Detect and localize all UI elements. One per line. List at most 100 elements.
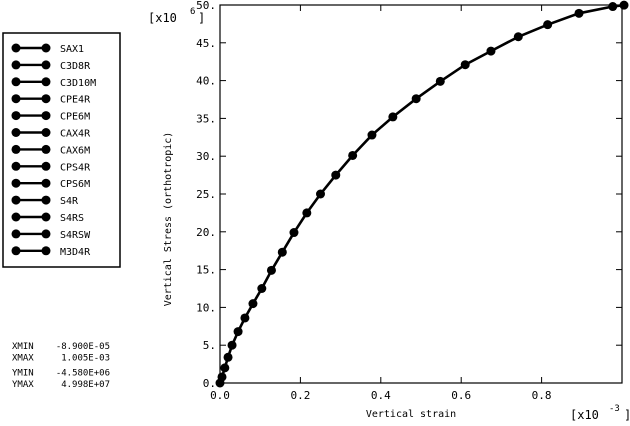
legend-item: S4R bbox=[11, 195, 79, 207]
data-point bbox=[460, 60, 470, 70]
legend-label: S4RSW bbox=[60, 230, 91, 241]
x-axis-title: Vertical strain bbox=[366, 409, 456, 420]
legend-marker bbox=[11, 212, 21, 222]
legend-marker bbox=[11, 128, 21, 137]
legend-marker bbox=[11, 60, 21, 70]
legend-marker bbox=[41, 212, 51, 222]
plot-area-frame bbox=[219, 4, 623, 384]
legend-label: CAX4R bbox=[60, 129, 91, 140]
data-point bbox=[513, 32, 523, 42]
legend-marker bbox=[41, 60, 51, 70]
data-point bbox=[411, 94, 421, 104]
legend-label: CPS4R bbox=[60, 162, 91, 173]
legend-marker bbox=[11, 229, 21, 239]
stats-block: XMIN -8.900E-05 XMAX 1.005E-03 YMIN -4.580E+0… bbox=[12, 342, 110, 390]
y-tick-label: 50. bbox=[196, 0, 216, 12]
legend-marker bbox=[41, 246, 51, 256]
y-tick-label: 45. bbox=[196, 37, 216, 50]
legend-marker bbox=[41, 195, 51, 205]
legend-label: C3D8R bbox=[60, 61, 91, 72]
series-markers bbox=[215, 0, 629, 388]
y-tick-label: 5. bbox=[203, 339, 216, 352]
x-tick-label: 0.0 bbox=[210, 389, 230, 402]
legend-marker bbox=[11, 178, 21, 188]
legend-item: CPS6M bbox=[11, 178, 90, 190]
data-point bbox=[388, 112, 398, 122]
legend-label: CPE4R bbox=[60, 95, 91, 106]
data-point bbox=[223, 352, 233, 362]
legend-marker bbox=[41, 178, 51, 188]
legend-item: CPS4R bbox=[11, 161, 91, 173]
data-point bbox=[277, 247, 287, 257]
data-point bbox=[248, 299, 258, 309]
data-point bbox=[289, 228, 299, 238]
legend-item: S4RS bbox=[11, 212, 84, 224]
x-tick-label: 0.6 bbox=[451, 389, 471, 402]
y-tick-label: 20. bbox=[196, 226, 216, 239]
data-point bbox=[619, 0, 629, 10]
data-point bbox=[608, 2, 618, 12]
legend-marker bbox=[11, 43, 21, 53]
y-exponent-bracket: ] bbox=[198, 11, 205, 25]
x-tick-label: 0.8 bbox=[532, 389, 552, 402]
x-tick-label: 0.2 bbox=[290, 389, 310, 402]
stat-value: -4.580E+06 bbox=[56, 368, 110, 378]
legend-label: SAX1 bbox=[60, 44, 84, 55]
data-point bbox=[257, 284, 267, 293]
legend-marker bbox=[11, 94, 21, 104]
data-point bbox=[348, 150, 358, 160]
data-point bbox=[227, 340, 237, 350]
data-point bbox=[233, 327, 243, 337]
y-axis-ticks: 0. 5. 10. 15. 20. 25. 30. 35. 40. 45. 50. bbox=[196, 0, 622, 390]
x-tick-label: 0.4 bbox=[371, 389, 391, 402]
legend-label: C3D10M bbox=[60, 78, 96, 89]
legend-marker bbox=[11, 246, 21, 256]
legend-marker bbox=[41, 161, 51, 171]
y-tick-label: 25. bbox=[196, 188, 216, 201]
data-point bbox=[543, 20, 553, 30]
legend-marker bbox=[11, 161, 21, 171]
legend-item: CAX6M bbox=[11, 144, 90, 156]
stat-label: XMAX bbox=[12, 354, 34, 364]
data-point bbox=[302, 208, 312, 218]
legend-marker bbox=[11, 77, 21, 87]
series-line bbox=[218, 3, 625, 384]
data-point bbox=[217, 372, 227, 382]
legend-label: S4R bbox=[60, 196, 79, 207]
legend-marker bbox=[41, 144, 51, 154]
legend-box bbox=[2, 32, 121, 268]
legend-label: M3D4R bbox=[60, 247, 91, 258]
y-tick-label: 10. bbox=[196, 301, 216, 314]
legend-marker bbox=[41, 94, 51, 104]
y-tick-label: 35. bbox=[196, 112, 216, 125]
stat-label: YMIN bbox=[12, 368, 34, 378]
legend-item: CPE6M bbox=[11, 111, 90, 123]
legend-marker bbox=[41, 111, 51, 121]
x-exponent-label: [x10 bbox=[570, 408, 599, 422]
legend-item: S4RSW bbox=[11, 229, 91, 241]
data-point bbox=[266, 265, 276, 275]
legend-label: CPS6M bbox=[60, 179, 90, 190]
legend-marker bbox=[41, 229, 51, 239]
stat-value: 1.005E-03 bbox=[61, 354, 110, 364]
x-axis-ticks: 0.0 0.2 0.4 0.6 0.8 bbox=[210, 5, 552, 402]
data-point bbox=[367, 130, 377, 140]
legend-label: S4RS bbox=[60, 213, 84, 224]
legend-marker bbox=[11, 195, 21, 205]
legend-label: CAX6M bbox=[60, 145, 90, 156]
legend-marker bbox=[11, 111, 21, 121]
y-tick-label: 40. bbox=[196, 75, 216, 88]
data-point bbox=[240, 313, 250, 323]
stat-label: YMAX bbox=[12, 380, 34, 390]
legend-item: C3D10M bbox=[11, 77, 96, 89]
data-point bbox=[435, 76, 445, 86]
stat-value: -8.900E-05 bbox=[56, 342, 110, 352]
data-point bbox=[331, 170, 341, 180]
legend-item: M3D4R bbox=[11, 246, 91, 258]
y-exponent-label: [x10 bbox=[148, 11, 177, 25]
data-point bbox=[574, 8, 584, 18]
legend-marker bbox=[41, 77, 51, 87]
y-tick-label: 0. bbox=[203, 377, 216, 390]
data-point bbox=[486, 46, 496, 56]
